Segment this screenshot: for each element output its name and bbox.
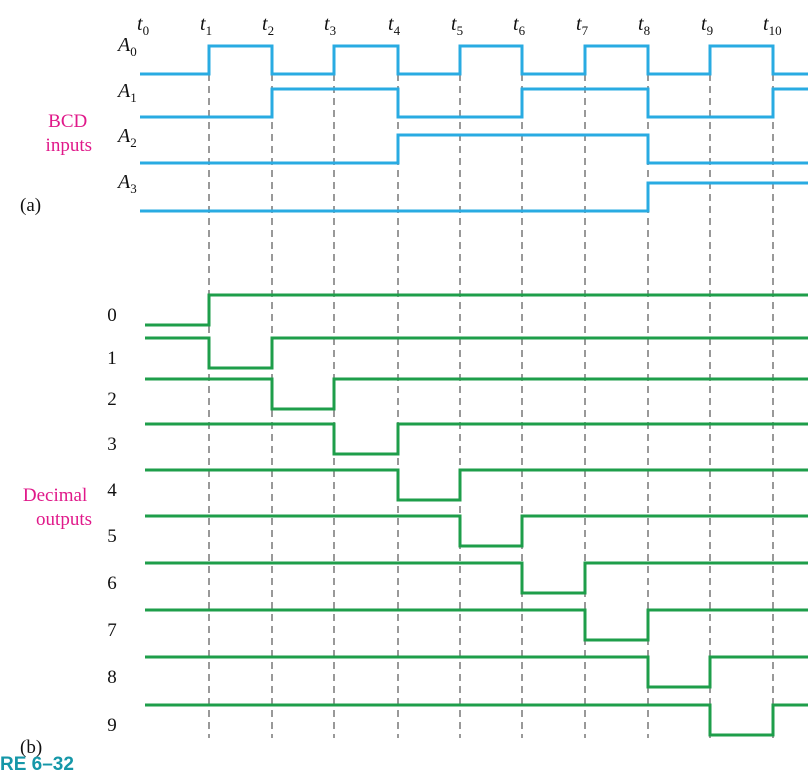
- time-labels: t0 t1 t2 t3 t4 t5 t6 t7 t8 t9 t10: [137, 13, 782, 38]
- time-label-t0: t0: [137, 13, 149, 38]
- waveform-output-5: [145, 514, 808, 548]
- waveform-output-3: [145, 422, 808, 456]
- time-label-t10: t10: [763, 13, 782, 38]
- output-label-6: 6: [107, 573, 117, 594]
- waveform-output-4: [145, 468, 808, 502]
- input-label-a0: A0: [116, 34, 137, 59]
- time-label-t8: t8: [638, 13, 650, 38]
- input-label-a1: A1: [116, 80, 137, 105]
- time-label-t4: t4: [388, 13, 401, 38]
- figure-label: RE 6–32: [0, 754, 74, 775]
- waveform-output-9: [145, 703, 808, 737]
- time-label-t3: t3: [324, 13, 336, 38]
- waveform-output-2: [145, 377, 808, 411]
- waveform-a2: [140, 133, 808, 165]
- part-b-label: (b): [20, 737, 42, 758]
- decimal-outputs-label: Decimal outputs: [23, 485, 92, 530]
- time-label-t6: t6: [513, 13, 526, 38]
- input-label-a2: A2: [116, 125, 137, 150]
- output-label-3: 3: [107, 434, 117, 455]
- time-label-t1: t1: [200, 13, 212, 38]
- output-label-4: 4: [107, 480, 117, 501]
- waveform-output-6: [145, 561, 808, 595]
- time-label-t5: t5: [451, 13, 463, 38]
- output-waveforms: [145, 293, 808, 737]
- bcd-inputs-label: BCD inputs: [46, 111, 92, 156]
- time-label-t2: t2: [262, 13, 274, 38]
- output-signal-labels: 0 1 2 3 4 5 6 7 8 9: [107, 305, 117, 736]
- waveform-output-7: [145, 608, 808, 642]
- waveform-a1: [140, 87, 808, 119]
- waveform-a3: [140, 181, 808, 213]
- waveform-output-1: [145, 336, 808, 370]
- output-label-7: 7: [107, 620, 117, 641]
- output-label-5: 5: [107, 526, 117, 547]
- waveform-a0: [140, 44, 808, 76]
- output-label-9: 9: [107, 715, 117, 736]
- time-label-t7: t7: [576, 13, 589, 38]
- input-label-a3: A3: [116, 171, 137, 196]
- output-label-2: 2: [107, 389, 117, 410]
- time-label-t9: t9: [701, 13, 713, 38]
- input-waveforms: [140, 44, 808, 213]
- waveform-output-8: [145, 655, 808, 689]
- time-guides: [208, 50, 774, 738]
- waveform-output-0: [145, 293, 808, 327]
- output-label-0: 0: [107, 305, 117, 326]
- part-a-label: (a): [20, 195, 41, 216]
- output-label-1: 1: [107, 348, 117, 369]
- input-signal-labels: A0 A1 A2 A3: [116, 34, 137, 196]
- output-label-8: 8: [107, 667, 117, 688]
